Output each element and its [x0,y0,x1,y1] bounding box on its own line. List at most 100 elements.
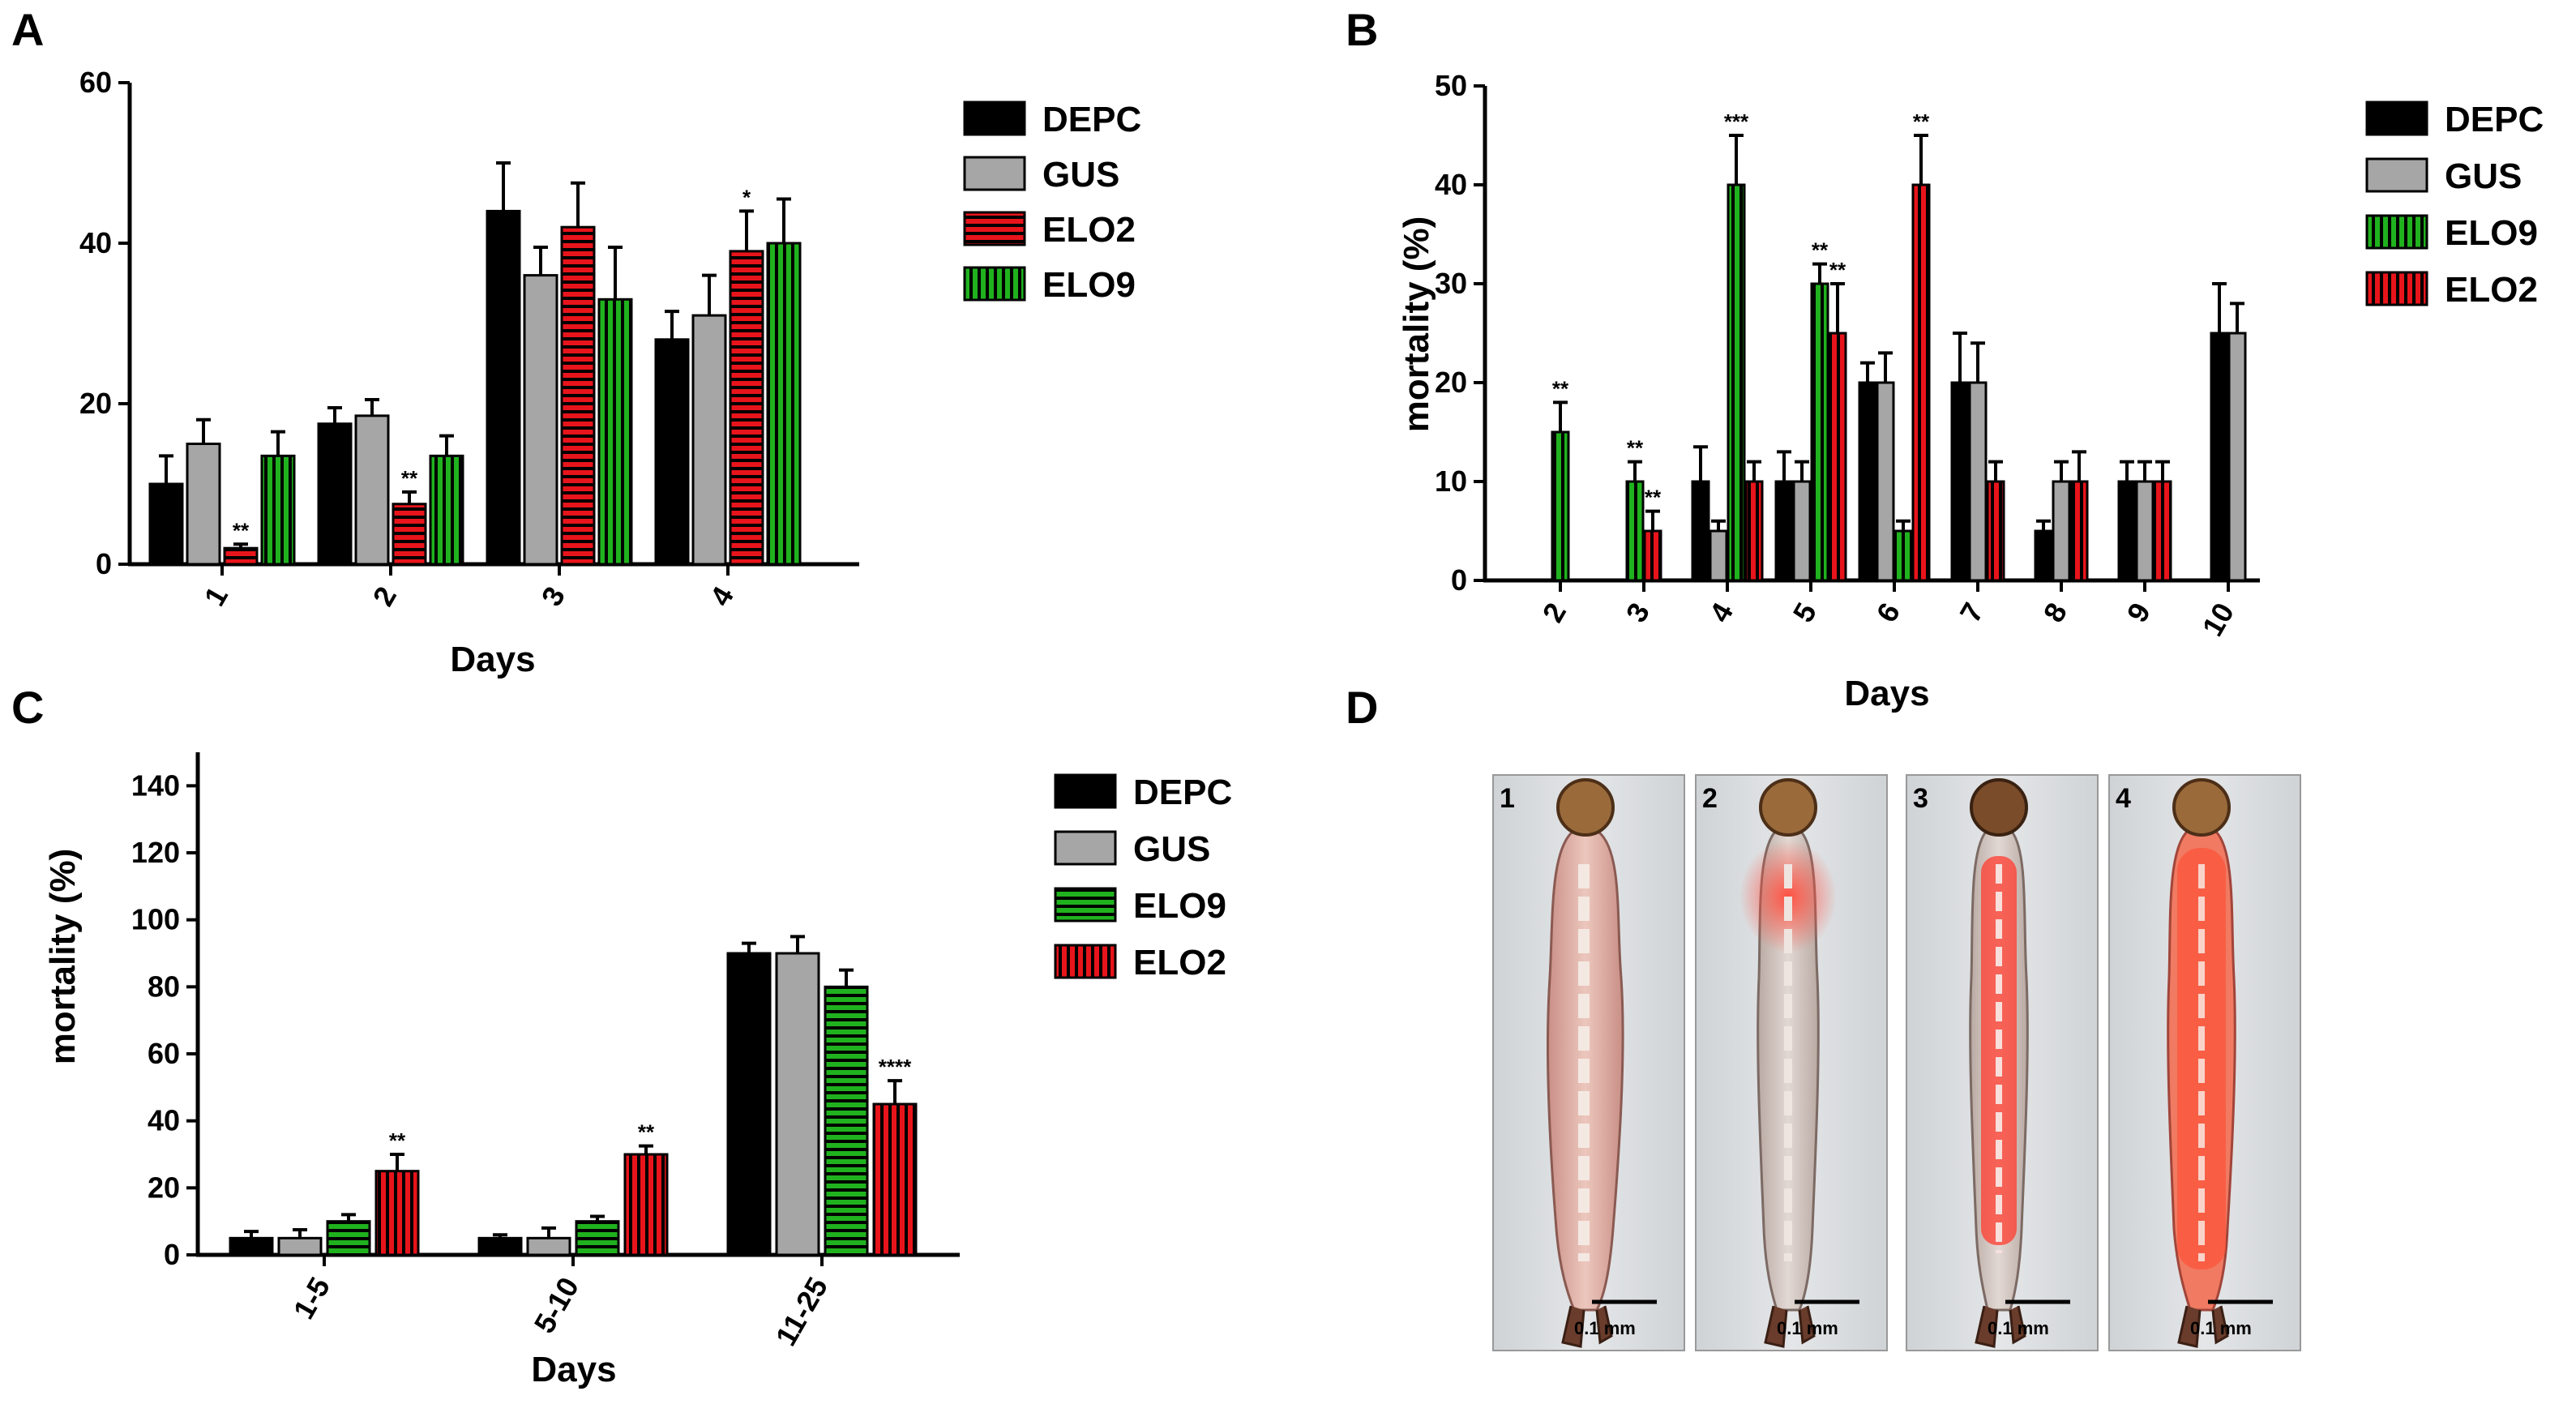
x-tick-label: 1 [198,581,235,612]
bar-gus-1 [186,443,221,566]
bar-gus-1-5 [277,1236,323,1256]
bar-elo9-3 [1625,480,1645,582]
bar-gus-4 [1709,529,1728,582]
bar-depc-3 [486,209,521,566]
y-tick-label: 120 [131,836,180,869]
larva-head [1556,778,1615,837]
bar-gus-5-10 [526,1236,571,1256]
y-axis-title: mortality (%) [1397,216,1436,432]
bar-gus-4 [691,314,727,566]
bar-depc-2 [317,422,353,566]
scale-label: 0.1 mm [1777,1318,1838,1338]
larva-head [1970,778,2028,837]
significance-label: ** [1552,376,1569,400]
bar-depc-5-10 [477,1236,523,1256]
bar-depc-10 [2210,332,2229,582]
x-axis-title: Days [1844,674,1929,713]
bar-elo2-4 [729,250,764,566]
photo-number: 1 [1500,783,1515,814]
legend-label-gus: GUS [1133,829,1210,869]
legend-label-gus: GUS [2445,156,2522,196]
legend-label-depc: DEPC [1133,773,1232,812]
bar-elo9-3 [597,298,633,566]
bar-elo2-3 [1643,529,1662,582]
x-axis-title: Days [450,640,535,679]
y-tick-label: 40 [79,226,112,259]
scale-label: 0.1 mm [2190,1318,2252,1338]
y-tick-label: 10 [1435,464,1467,498]
significance-label: *** [1724,109,1749,134]
legend: DEPC GUS ELO9 ELO2 [1054,773,1232,982]
legend-swatch-depc [1054,773,1117,809]
x-tick-label: 1-5 [287,1272,337,1325]
significance-label: * [742,185,751,209]
bar-gus-11-25 [775,952,820,1256]
bar-depc-4 [654,338,690,566]
larva-photo-panel: 0.1 mm 1 0.1 mm 2 0.1 mm 3 [1492,774,2301,1351]
legend-swatch-elo2 [963,211,1026,246]
significance-label: ** [1913,109,1930,134]
bar-depc-4 [1691,480,1710,582]
legend-label-elo2: ELO2 [1133,943,1226,982]
bar-elo9-1-5 [326,1220,371,1256]
larva-head [2172,778,2231,837]
y-tick-label: 140 [131,768,180,802]
x-tick-label: 5-10 [528,1272,586,1339]
y-tick-label: 20 [1435,366,1467,399]
bar-gus-7 [1968,381,1988,582]
legend-swatch-elo2 [2365,271,2428,306]
chart-a: 0 20 40 60 ** 1 ** 2 3 * 4 Days DEPC GUS ELO2 ELO9 [79,66,1141,679]
y-axis-title: mortality (%) [43,849,83,1064]
bar-elo2-11-25 [872,1102,918,1256]
significance-label: ** [389,1128,406,1153]
y-tick-label: 40 [148,1104,180,1137]
bar-depc-1-5 [229,1236,274,1256]
legend-swatch-elo2 [1054,944,1117,979]
larva-tail [1764,1305,1816,1348]
legend-label-depc: DEPC [2445,100,2544,139]
bar-elo2-4 [1744,480,1764,582]
bar-gus-6 [1876,381,1895,582]
photo-number: 3 [1913,783,1928,814]
significance-label: ** [638,1120,655,1145]
legend-label-elo9: ELO9 [2445,213,2538,253]
bar-elo9-4 [766,242,802,566]
bar-depc-11-25 [726,952,772,1256]
legend-label-gus: GUS [1042,155,1119,195]
bar-elo2-9 [2153,480,2172,582]
legend-swatch-elo9 [2365,214,2428,250]
legend-swatch-gus [1054,830,1117,866]
y-tick-label: 50 [1435,69,1467,102]
larva-photo-3: 0.1 mm 3 [1906,774,2099,1351]
x-tick-label: 9 [2120,597,2158,628]
significance-label: ** [1645,486,1662,510]
scale-label: 0.1 mm [1574,1318,1636,1338]
y-tick-label: 0 [96,547,112,580]
bar-elo9-5 [1810,282,1829,582]
bar-depc-5 [1774,480,1794,582]
larva-tail [1975,1305,2026,1348]
bar-elo2-3 [560,225,596,566]
x-tick-label: 2 [1536,597,1573,628]
bar-elo9-5-10 [575,1220,620,1256]
bar-elo9-2 [1551,430,1570,582]
y-tick-label: 30 [1435,267,1467,300]
x-axis-title: Days [531,1350,616,1389]
y-tick-label: 100 [131,903,180,936]
panel-letter-d: D [1346,682,1378,733]
x-tick-label: 4 [704,581,741,612]
panel-letter-c: C [11,682,44,733]
x-tick-label: 11-25 [768,1272,834,1352]
photo-number: 4 [2116,783,2131,814]
x-tick-label: 3 [535,581,572,612]
bar-elo2-5 [1828,332,1847,582]
legend-label-elo2: ELO2 [2445,270,2538,310]
x-tick-label: 7 [1953,597,1991,628]
legend-label-elo9: ELO9 [1133,886,1226,926]
legend-label-elo9: ELO9 [1042,265,1136,305]
bar-elo9-1 [260,454,296,566]
larva-head [1759,778,1817,837]
legend-swatch-elo9 [963,266,1026,302]
